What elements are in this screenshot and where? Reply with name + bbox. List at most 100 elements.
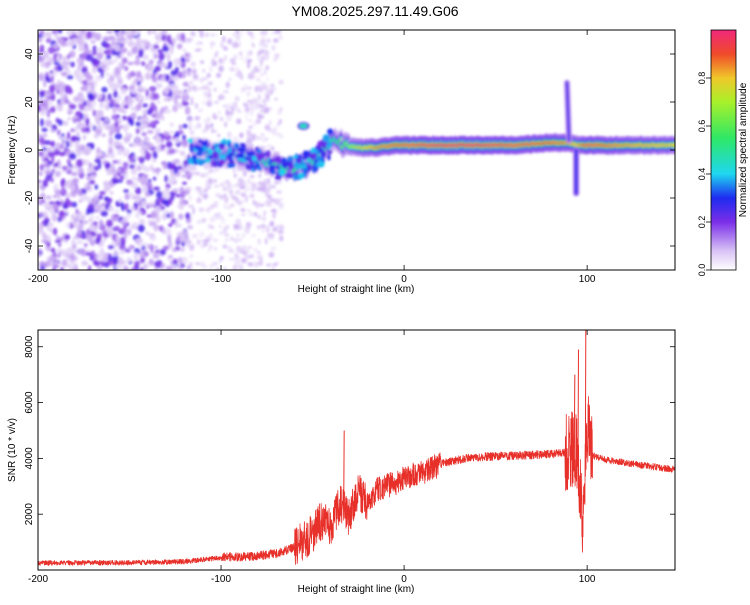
spectrogram-ridge-blob bbox=[256, 166, 263, 171]
spectrogram-noise-blob bbox=[167, 234, 172, 243]
spectrogram-noise-blob bbox=[276, 122, 281, 127]
spectrogram-noise-blob bbox=[154, 136, 162, 144]
spectrogram-y-tick-label: 20 bbox=[24, 96, 35, 108]
spectrogram-noise-blob bbox=[88, 224, 93, 232]
spectrogram-noise-blob bbox=[188, 118, 193, 124]
spectrogram-noise-blob bbox=[218, 58, 223, 64]
spectrogram-noise-blob bbox=[277, 229, 284, 235]
spectrogram-noise-blob bbox=[272, 130, 278, 136]
spectrogram-noise-blob bbox=[180, 32, 186, 41]
spectrogram-noise-blob bbox=[139, 117, 145, 122]
spectrogram-noise-blob bbox=[240, 208, 246, 212]
spectrogram-noise-blob bbox=[140, 175, 146, 181]
spectrogram-noise-blob bbox=[84, 252, 92, 256]
spectrogram-noise-blob bbox=[195, 262, 200, 266]
spectrogram-noise-blob bbox=[263, 68, 267, 76]
spectrogram-noise-blob bbox=[147, 130, 154, 134]
spectrogram-noise-blob bbox=[240, 55, 244, 61]
spectrogram-noise-blob bbox=[68, 152, 77, 160]
spectrogram-noise-blob bbox=[99, 101, 104, 107]
spectrogram-noise-blob bbox=[128, 117, 134, 126]
spectrogram-noise-blob bbox=[202, 85, 209, 91]
spectrogram-noise-blob bbox=[38, 104, 41, 110]
snr-panel: -200 -100 0 100 2000 4000 6000 8000 Height of s… bbox=[7, 329, 676, 595]
spectrogram-noise-blob bbox=[106, 219, 113, 228]
spectrogram-noise-blob bbox=[236, 110, 243, 114]
spectrogram-noise-blob bbox=[258, 173, 262, 178]
spectrogram-noise-blob bbox=[97, 93, 103, 101]
spectrogram-noise-blob bbox=[142, 145, 149, 150]
spectrogram-noise-blob bbox=[85, 117, 90, 126]
spectrogram-noise-blob bbox=[44, 120, 53, 127]
snr-x-tick-label: 100 bbox=[579, 574, 596, 585]
spectrogram-noise-blob bbox=[206, 184, 210, 189]
spectrogram-noise-blob bbox=[46, 147, 53, 153]
spectrogram-noise-blob bbox=[96, 51, 104, 60]
spectrogram-noise-blob bbox=[256, 51, 261, 57]
spectrogram-noise-blob bbox=[94, 205, 102, 209]
spectrogram-noise-blob bbox=[271, 146, 275, 151]
spectrogram-noise-blob bbox=[123, 231, 128, 239]
spectrogram-noise-blob bbox=[44, 76, 50, 81]
spectrogram-noise-blob bbox=[238, 33, 243, 37]
spectrogram-noise-blob bbox=[66, 74, 74, 80]
spectrogram-noise-blob bbox=[144, 54, 149, 61]
spectrogram-noise-blob bbox=[214, 214, 219, 220]
spectrogram-noise-blob bbox=[215, 267, 221, 270]
spectrogram-noise-blob bbox=[278, 224, 285, 230]
spectrogram-noise-blob bbox=[46, 109, 51, 118]
spectrogram-noise-blob bbox=[126, 256, 132, 263]
spectrogram-noise-blob bbox=[131, 46, 139, 55]
spectrogram-noise-blob bbox=[236, 245, 242, 253]
spectrogram-noise-blob bbox=[237, 200, 245, 204]
spectrogram-noise-blob bbox=[156, 100, 161, 105]
spectrogram-noise-blob bbox=[255, 69, 260, 73]
spectrogram-noise-blob bbox=[174, 219, 179, 228]
spectrogram-ridge-blob bbox=[247, 163, 251, 171]
spectrogram-noise-blob bbox=[199, 60, 205, 65]
spectrogram-noise-blob bbox=[260, 73, 264, 77]
spectrogram-noise-blob bbox=[152, 167, 156, 174]
spectrogram-noise-blob bbox=[275, 261, 280, 265]
spectrogram-noise-blob bbox=[103, 180, 109, 187]
spectrogram-noise-blob bbox=[93, 221, 98, 225]
spectrogram-noise-blob bbox=[41, 127, 48, 133]
spectrogram-noise-blob bbox=[214, 51, 219, 55]
spectrogram-noise-blob bbox=[189, 254, 194, 258]
spectrogram-noise-blob bbox=[240, 257, 248, 264]
snr-peak bbox=[577, 349, 579, 467]
spectrogram-ridge-blob bbox=[298, 154, 303, 160]
spectrogram-noise-blob bbox=[128, 133, 133, 139]
spectrogram-noise-blob bbox=[173, 137, 181, 144]
spectrogram-noise-blob bbox=[138, 224, 145, 233]
spectrogram-noise-blob bbox=[160, 266, 164, 270]
spectrogram-noise-blob bbox=[104, 162, 111, 170]
spectrogram-noise-blob bbox=[131, 142, 138, 148]
spectrogram-noise-blob bbox=[241, 232, 246, 239]
spectrogram-noise-blob bbox=[252, 199, 256, 206]
spectrogram-noise-blob bbox=[112, 172, 118, 179]
spectrogram-noise-blob bbox=[113, 90, 118, 99]
spectrogram-noise-blob bbox=[242, 197, 249, 202]
spectrogram-noise-blob bbox=[124, 66, 129, 72]
spectrogram-noise-blob bbox=[59, 93, 65, 98]
spectrogram-noise-blob bbox=[270, 246, 277, 251]
spectrogram-noise-blob bbox=[240, 248, 245, 253]
spectrogram-noise-blob bbox=[210, 33, 216, 37]
spectrogram-noise-blob bbox=[202, 77, 208, 81]
spectrogram-noise-blob bbox=[162, 45, 169, 52]
spectrogram-y-tick-label: -20 bbox=[24, 190, 35, 205]
snr-x-tick-label: -200 bbox=[28, 574, 48, 585]
spectrogram-noise-blob bbox=[150, 245, 154, 253]
spectrogram-noise-blob bbox=[75, 118, 82, 123]
spectrogram-noise-blob bbox=[196, 219, 202, 225]
spectrogram-noise-blob bbox=[246, 91, 251, 97]
spectrogram-noise-blob bbox=[278, 119, 282, 124]
spectrogram-noise-blob bbox=[139, 207, 145, 212]
spectrogram-noise-blob bbox=[254, 104, 259, 111]
spectrogram-noise-blob bbox=[246, 132, 253, 139]
spectrogram-noise-blob bbox=[169, 163, 177, 170]
spectrogram-noise-blob bbox=[150, 48, 157, 53]
spectrogram-x-tick-label: 0 bbox=[401, 274, 407, 285]
spectrogram-x-tick-label: -100 bbox=[211, 274, 231, 285]
